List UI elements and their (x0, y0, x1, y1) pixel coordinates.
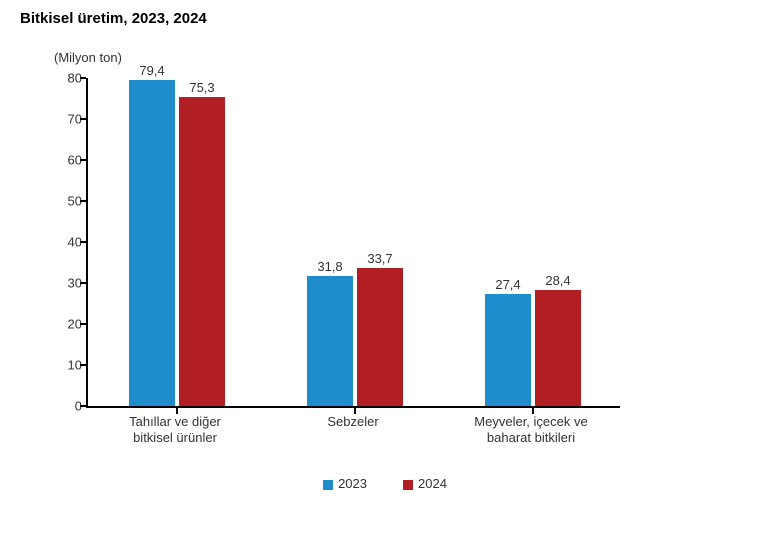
chart-frame: Bitkisel üretim, 2023, 2024 (Milyon ton)… (0, 0, 770, 534)
y-tick-label: 50 (58, 194, 82, 209)
legend-swatch (323, 480, 333, 490)
plot-area: 79,475,331,833,727,428,4 (86, 78, 620, 408)
y-tick-label: 0 (58, 399, 82, 414)
value-label: 31,8 (317, 259, 342, 274)
bar-2023 (129, 80, 175, 406)
value-label: 79,4 (139, 63, 164, 78)
value-label: 75,3 (189, 80, 214, 95)
y-tick-label: 60 (58, 153, 82, 168)
category-label: Meyveler, içecek vebaharat bitkileri (451, 414, 611, 447)
category-label: Sebzeler (273, 414, 433, 430)
chart-title: Bitkisel üretim, 2023, 2024 (20, 10, 207, 27)
bar-2024 (179, 97, 225, 406)
y-tick-label: 10 (58, 358, 82, 373)
y-axis-label: (Milyon ton) (54, 50, 122, 65)
legend: 2023 2024 (0, 476, 770, 491)
legend-label: 2023 (338, 476, 367, 491)
legend-item-2023: 2023 (323, 476, 367, 491)
y-tick-label: 20 (58, 317, 82, 332)
value-label: 33,7 (367, 251, 392, 266)
y-tick-label: 30 (58, 276, 82, 291)
value-label: 27,4 (495, 277, 520, 292)
y-tick-label: 80 (58, 71, 82, 86)
bar-2024 (535, 290, 581, 406)
category-label: Tahıllar ve diğerbitkisel ürünler (95, 414, 255, 447)
y-tick-label: 40 (58, 235, 82, 250)
legend-item-2024: 2024 (403, 476, 447, 491)
bar-2023 (307, 276, 353, 406)
value-label: 28,4 (545, 273, 570, 288)
legend-label: 2024 (418, 476, 447, 491)
y-tick-label: 70 (58, 112, 82, 127)
bar-2024 (357, 268, 403, 406)
legend-swatch (403, 480, 413, 490)
bar-2023 (485, 294, 531, 406)
